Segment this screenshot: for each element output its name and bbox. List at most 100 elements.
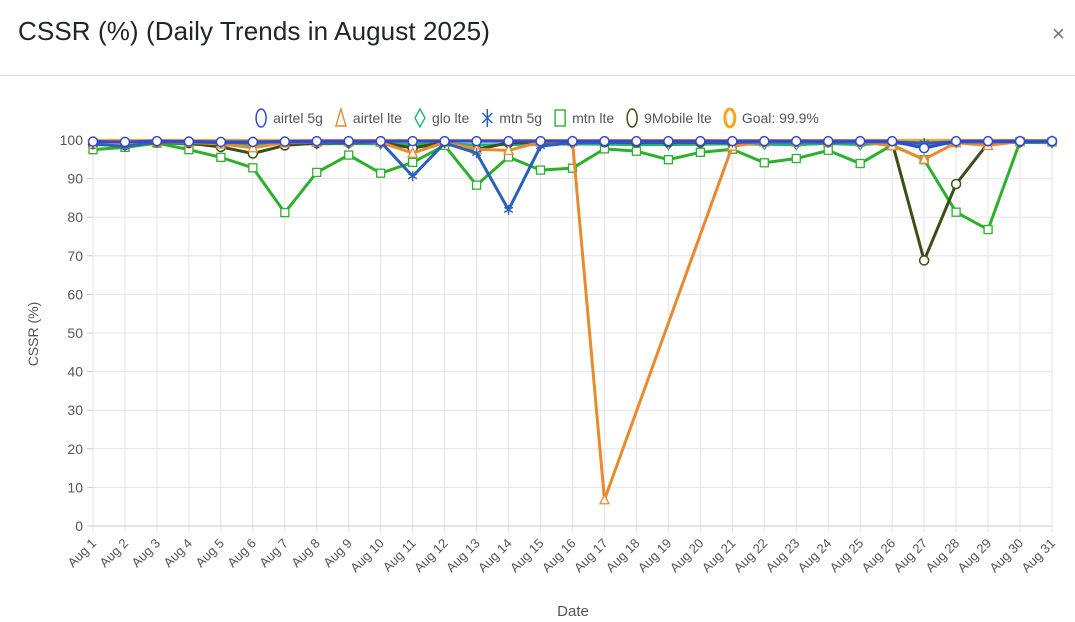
y-tick-label: 0: [75, 518, 83, 534]
data-point: [183, 136, 195, 147]
data-point: [471, 135, 482, 147]
x-tick-label: Aug 27: [891, 536, 931, 576]
series-line: [92, 139, 1053, 502]
data-point: [343, 135, 354, 147]
data-point: [535, 165, 546, 175]
legend-item-mtn-lte[interactable]: mtn lte: [554, 109, 614, 127]
legend-label: mtn lte: [572, 110, 614, 126]
x-tick-label: Aug 24: [795, 536, 835, 576]
legend-marker: [414, 107, 426, 129]
legend-label: airtel lte: [353, 110, 402, 126]
legend-label: 9Mobile lte: [644, 110, 712, 126]
data-point: [311, 135, 323, 147]
data-point: [886, 135, 898, 147]
data-point: [87, 136, 99, 147]
chart-grid: [87, 139, 1053, 532]
data-point: [567, 163, 578, 173]
x-tick-label: Aug 6: [224, 536, 259, 571]
x-tick-label: Aug 22: [731, 536, 771, 576]
legend-item-mtn-5g[interactable]: mtn 5g: [481, 109, 542, 127]
data-point: [791, 135, 802, 147]
legend-label: Goal: 99.9%: [742, 110, 819, 126]
data-point: [376, 168, 386, 178]
data-point: [855, 158, 865, 169]
y-tick-label: 60: [67, 286, 83, 302]
x-tick-label: Aug 5: [192, 536, 227, 571]
data-point: [663, 135, 674, 147]
legend-item-glo-lte[interactable]: glo lte: [414, 107, 470, 129]
modal-title: CSSR (%) (Daily Trends in August 2025): [18, 16, 490, 46]
chart-series: [87, 134, 1058, 505]
x-tick-label: Aug 23: [763, 536, 803, 576]
data-point: [983, 224, 993, 235]
data-point: [408, 171, 418, 182]
legend-marker: [255, 108, 267, 128]
data-point: [663, 155, 674, 165]
data-point: [407, 135, 418, 147]
cssr-line-chart: airtel 5g airtel lte glo lte mtn 5g mtn lte 9…: [25, 106, 1058, 620]
data-point: [1014, 135, 1026, 147]
y-axis-ticks: 0 10 20 30 40 50 60 70 80 90 100: [60, 132, 84, 534]
data-point: [439, 135, 450, 147]
data-point: [631, 146, 642, 156]
data-point: [503, 204, 514, 215]
data-point: [695, 147, 706, 158]
data-point: [918, 255, 930, 266]
data-point: [215, 136, 227, 148]
legend-item-9mobile-lte[interactable]: 9Mobile lte: [626, 108, 712, 128]
data-point: [951, 207, 961, 217]
chart-legend[interactable]: airtel 5g airtel lte glo lte mtn 5g mtn lte 9…: [255, 106, 819, 129]
data-point: [471, 180, 482, 190]
data-point: [279, 136, 291, 147]
x-tick-label: Aug 30: [986, 536, 1026, 576]
data-point: [1046, 135, 1058, 147]
data-point: [759, 135, 770, 147]
y-tick-label: 80: [67, 209, 83, 225]
y-tick-label: 20: [67, 441, 83, 457]
legend-item-airtel-lte[interactable]: airtel lte: [334, 106, 402, 127]
data-point: [854, 135, 866, 147]
data-point: [407, 146, 419, 158]
y-tick-label: 40: [67, 364, 83, 380]
x-tick-label: Aug 16: [539, 536, 579, 576]
x-tick-label: Aug 10: [347, 536, 387, 576]
data-point: [471, 148, 482, 159]
data-point: [312, 167, 322, 178]
x-tick-label: Aug 28: [922, 536, 962, 576]
x-tick-label: Aug 13: [443, 536, 483, 576]
legend-marker: [481, 109, 493, 127]
x-tick-label: Aug 31: [1018, 536, 1058, 576]
data-point: [727, 135, 738, 147]
y-tick-label: 10: [67, 479, 83, 495]
x-tick-label: Aug 3: [128, 536, 163, 571]
legend-label: mtn 5g: [499, 110, 542, 126]
data-point: [151, 135, 163, 147]
data-point: [344, 150, 354, 160]
close-icon[interactable]: ×: [1052, 21, 1065, 46]
legend-label: airtel 5g: [273, 110, 323, 126]
y-tick-label: 50: [67, 325, 83, 341]
legend-item-airtel-5g[interactable]: airtel 5g: [255, 108, 323, 128]
data-point: [119, 136, 131, 148]
x-tick-label: Aug 21: [699, 536, 739, 576]
data-point: [982, 135, 994, 147]
y-tick-label: 70: [67, 248, 83, 264]
x-axis-label: Date: [557, 603, 589, 620]
x-tick-label: Aug 4: [160, 536, 195, 571]
x-tick-label: Aug 18: [603, 536, 643, 576]
series-airtel-5g: [87, 135, 1058, 154]
legend-item-goal-99-9[interactable]: Goal: 99.9%: [723, 107, 819, 129]
x-tick-label: Aug 19: [635, 536, 675, 576]
y-tick-label: 100: [60, 132, 84, 148]
modal-header: CSSR (%) (Daily Trends in August 2025) ×: [0, 0, 1075, 76]
data-point: [567, 135, 578, 147]
data-point: [759, 158, 769, 168]
x-tick-label: Aug 2: [96, 536, 131, 571]
data-point: [823, 145, 833, 156]
data-point: [599, 135, 610, 147]
data-point: [280, 207, 290, 218]
data-point: [950, 135, 962, 147]
legend-marker: [554, 109, 566, 127]
data-point: [695, 135, 706, 147]
